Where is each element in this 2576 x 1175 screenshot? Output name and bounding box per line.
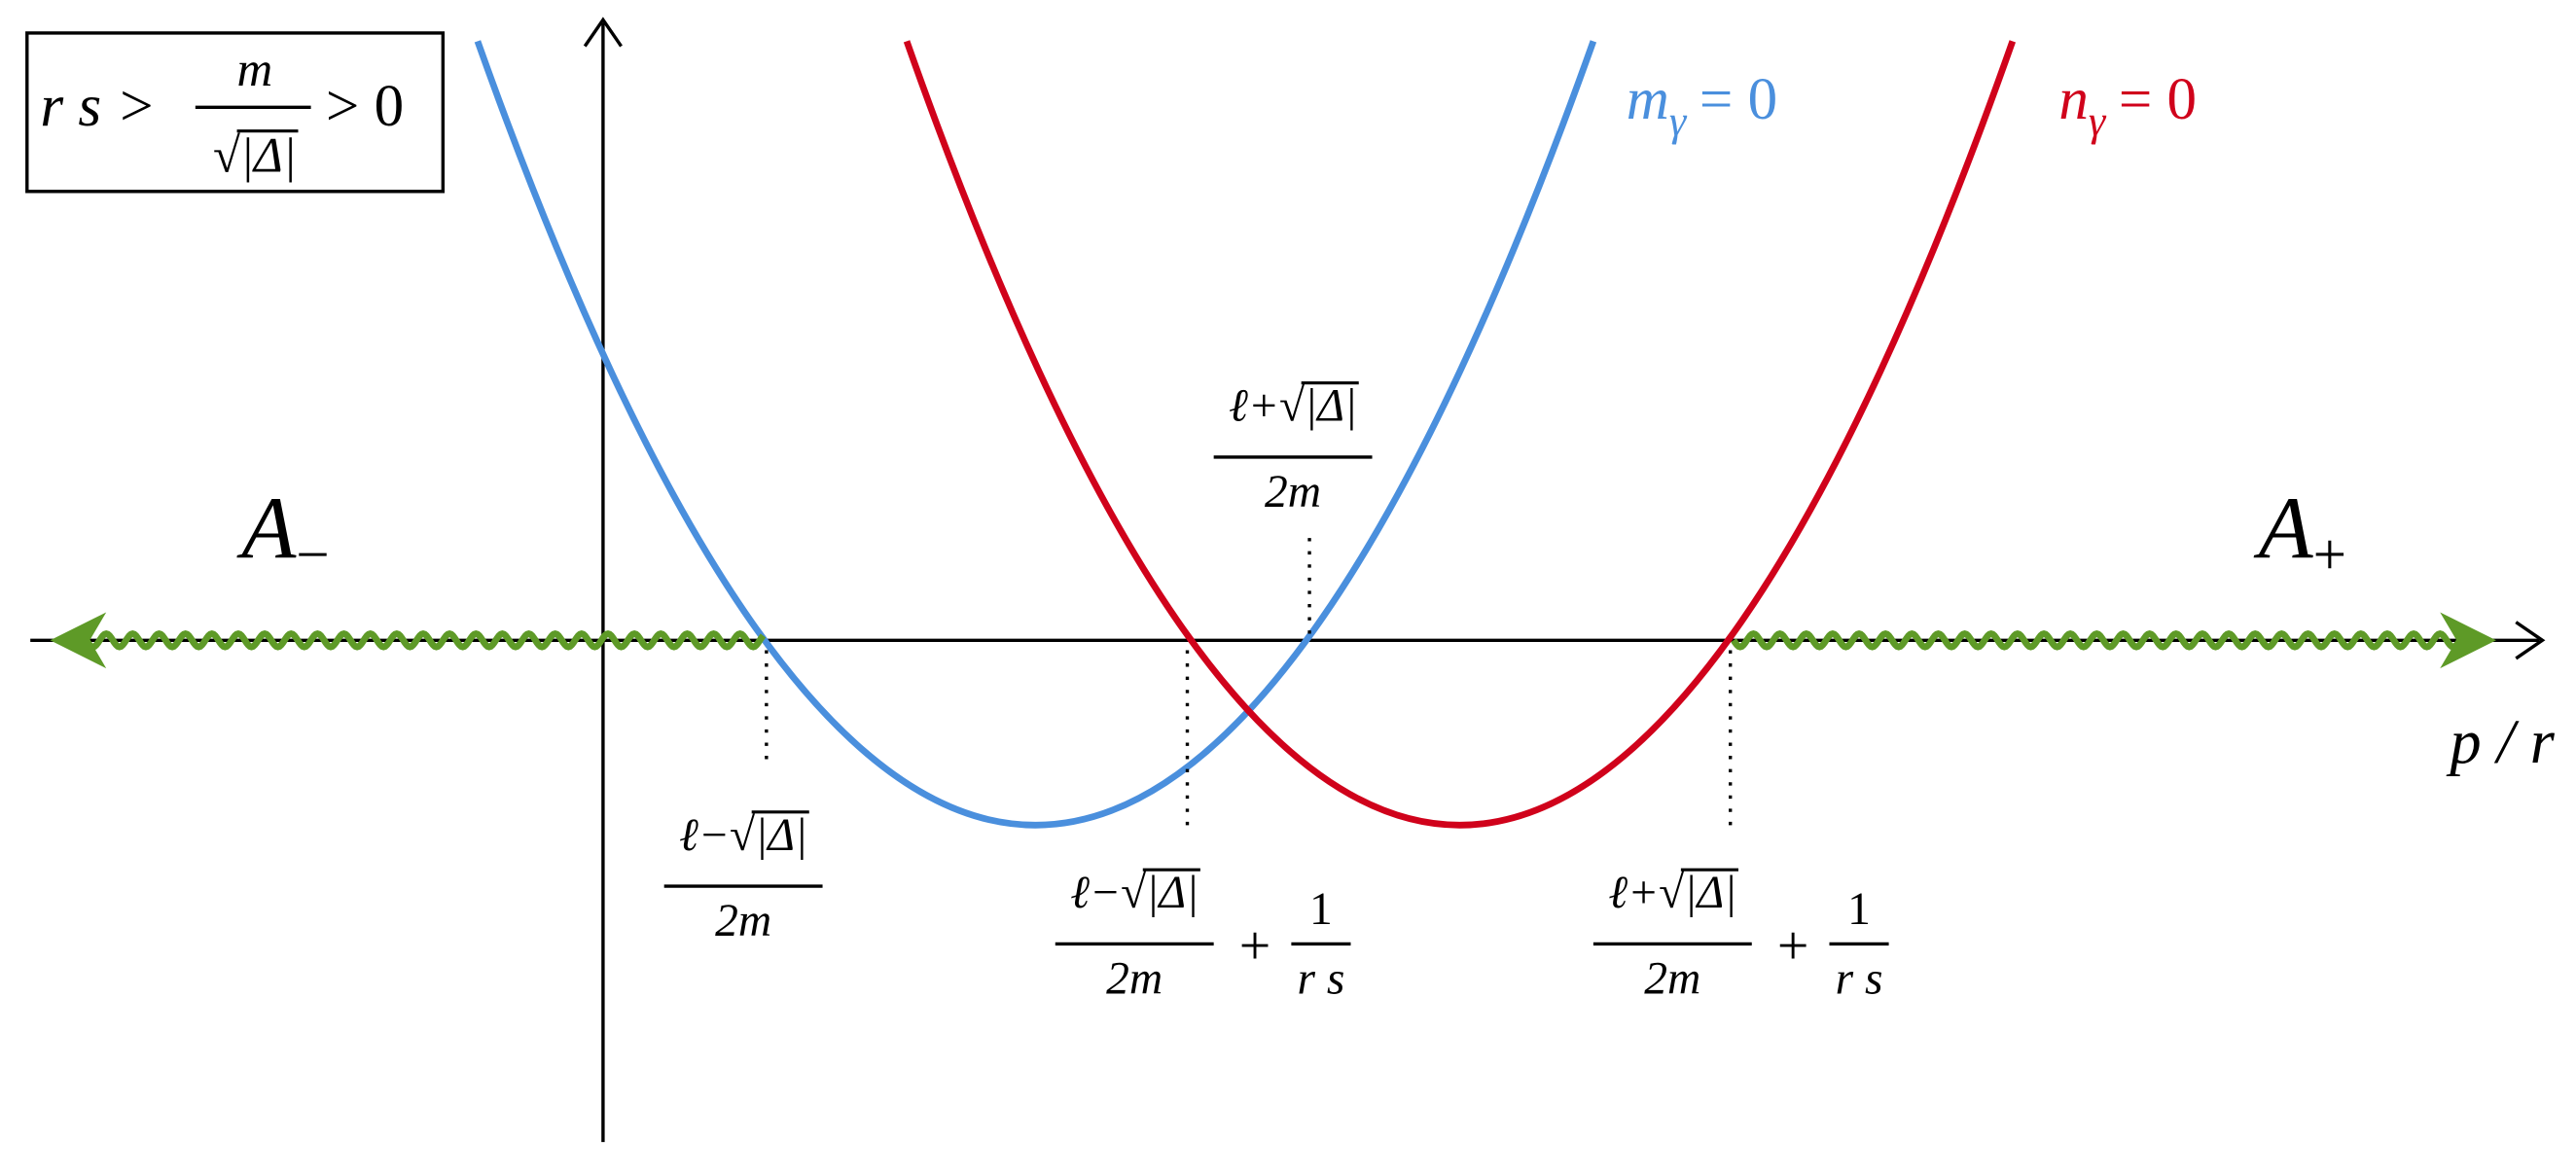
region-subscript: − [296, 522, 329, 588]
annotation-numerator: ℓ−√|Δ| [679, 810, 807, 861]
sqrt-sign: √ [213, 128, 240, 183]
annotation-operator: + [1239, 915, 1271, 977]
annotation-numerator: ℓ+√|Δ| [1608, 868, 1736, 918]
curve-symbol: m [1627, 67, 1669, 132]
curve-subscript: γ [1669, 97, 1688, 145]
radicand: |Δ| [240, 128, 297, 183]
condition-numerator: m [237, 43, 273, 97]
curve-subscript: γ [2089, 97, 2107, 145]
annotation-denominator: 2m [1644, 953, 1700, 1004]
wavy-region [84, 629, 767, 651]
numerator-prefix: ℓ+√ [1608, 868, 1685, 918]
term-numerator: 1 [1847, 884, 1871, 935]
radicand: |Δ| [1684, 868, 1736, 918]
red-curve [903, 40, 2017, 829]
term-denominator: r s [1836, 953, 1883, 1004]
curve-rhs: = 0 [2119, 67, 2197, 132]
curve-rhs: = 0 [1699, 67, 1777, 132]
region-label: A− [235, 478, 329, 588]
region-arrow [50, 612, 107, 669]
wavy-region [1731, 629, 2463, 651]
region-arrow [2440, 612, 2496, 669]
condition-rhs: > 0 [326, 74, 404, 139]
curve-label: nγ = 0 [2058, 67, 2197, 145]
radicand: |Δ| [1146, 868, 1199, 918]
regions [84, 629, 2463, 651]
region-label: A+ [2253, 478, 2346, 588]
annotation-operator: + [1777, 915, 1809, 977]
annotation-denominator: 2m [715, 896, 771, 946]
curve-symbol: n [2058, 67, 2089, 132]
region-symbol: A [235, 478, 297, 577]
radicand: |Δ| [1305, 381, 1357, 432]
numerator-prefix: ℓ+√ [1229, 381, 1306, 432]
y-axis-arrow [583, 17, 623, 48]
annotation-numerator: ℓ−√|Δ| [1070, 868, 1199, 918]
curve-label: mγ = 0 [1627, 67, 1777, 145]
x-axis-arrow [2515, 621, 2546, 660]
radicand: |Δ| [755, 810, 807, 861]
condition-denominator: √|Δ| [213, 128, 297, 183]
numerator-prefix: ℓ−√ [1070, 868, 1147, 918]
blue-curve [474, 40, 1597, 829]
annotation-denominator: 2m [1265, 467, 1321, 517]
annotation-denominator: 2m [1106, 953, 1163, 1004]
numerator-prefix: ℓ−√ [679, 810, 756, 861]
region-subscript: + [2313, 522, 2346, 588]
term-numerator: 1 [1309, 884, 1333, 935]
annotation-numerator: ℓ+√|Δ| [1229, 381, 1357, 432]
condition-box [25, 31, 446, 194]
guides [765, 538, 1733, 836]
condition-lhs: r s > [40, 74, 156, 139]
term-denominator: r s [1298, 953, 1345, 1004]
region-symbol: A [2253, 478, 2314, 577]
axis-label: p / r [2446, 707, 2555, 776]
annotations: ℓ−√|Δ|2mℓ−√|Δ|2m+1r sℓ+√|Δ|2mℓ+√|Δ|2m+1r… [663, 381, 1889, 1004]
